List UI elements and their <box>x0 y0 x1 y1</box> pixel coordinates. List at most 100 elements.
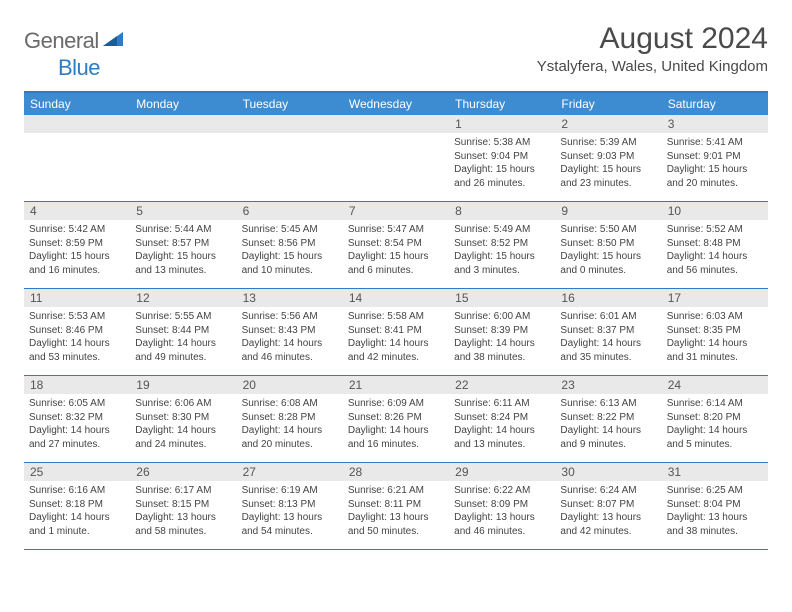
day-detail-line: and 20 minutes. <box>242 438 338 452</box>
day-detail-line: Sunrise: 6:00 AM <box>454 310 550 324</box>
day-detail-line: Daylight: 14 hours <box>135 337 231 351</box>
calendar-week-row: 11 Sunrise: 5:53 AMSunset: 8:46 PM Dayligh… <box>24 289 768 376</box>
day-number-empty <box>343 115 449 133</box>
calendar-day: 29 Sunrise: 6:22 AMSunset: 8:09 PMDayligh… <box>449 463 555 549</box>
day-detail-line: Sunset: 8:22 PM <box>560 411 656 425</box>
day-detail-line: Daylight: 14 hours <box>348 337 444 351</box>
day-number: 2 <box>555 115 661 133</box>
day-detail-line: Daylight: 15 hours <box>29 250 125 264</box>
page-title: August 2024 <box>537 22 768 56</box>
day-number: 27 <box>237 463 343 481</box>
day-detail-line: and 9 minutes. <box>560 438 656 452</box>
calendar-day: 13Sunrise: 5:56 AMSunset: 8:43 PMDayligh… <box>237 289 343 375</box>
day-number: 6 <box>237 202 343 220</box>
day-detail-line: and 38 minutes. <box>454 351 550 365</box>
calendar-day: 11Sunrise: 5:53 AMSunset: 8:46 PMDayligh… <box>24 289 130 375</box>
day-detail-line: Daylight: 13 hours <box>560 511 656 525</box>
day-detail-line: Daylight: 14 hours <box>454 424 550 438</box>
day-number: 9 <box>555 202 661 220</box>
day-detail-line: Sunset: 8:07 PM <box>560 498 656 512</box>
day-detail-line: and 26 minutes. <box>454 177 550 191</box>
day-detail-line: Sunset: 8:32 PM <box>29 411 125 425</box>
calendar-day: 15Sunrise: 6:00 AMSunset: 8:39 PMDayligh… <box>449 289 555 375</box>
day-detail-line: Sunrise: 5:49 AM <box>454 223 550 237</box>
day-detail-line: Sunset: 8:46 PM <box>29 324 125 338</box>
day-detail-line: Sunrise: 6:09 AM <box>348 397 444 411</box>
day-detail-line: Sunrise: 6:06 AM <box>135 397 231 411</box>
day-number-empty <box>24 115 130 133</box>
calendar-day-empty <box>237 115 343 201</box>
calendar-day-empty <box>24 115 130 201</box>
logo-text-general: General <box>24 28 99 54</box>
calendar-day: 5Sunrise: 5:44 AMSunset: 8:57 PMDaylight… <box>130 202 236 288</box>
day-detail-line: and 6 minutes. <box>348 264 444 278</box>
day-detail-line: Sunrise: 6:24 AM <box>560 484 656 498</box>
day-detail-line: Daylight: 14 hours <box>29 424 125 438</box>
day-detail-line: Daylight: 13 hours <box>135 511 231 525</box>
day-detail-line: Daylight: 15 hours <box>348 250 444 264</box>
calendar-day: 30Sunrise: 6:24 AMSunset: 8:07 PMDayligh… <box>555 463 661 549</box>
day-detail-line: Sunset: 8:50 PM <box>560 237 656 251</box>
day-detail-line: Sunrise: 6:22 AM <box>454 484 550 498</box>
day-detail-line: and 42 minutes. <box>348 351 444 365</box>
weekday-header: Wednesday <box>343 93 449 115</box>
day-number: 5 <box>130 202 236 220</box>
day-detail-line: Sunrise: 6:01 AM <box>560 310 656 324</box>
calendar-weeks: 1Sunrise: 5:38 AMSunset: 9:04 PMDaylight… <box>24 115 768 550</box>
day-detail-line: and 3 minutes. <box>454 264 550 278</box>
day-number: 24 <box>662 376 768 394</box>
day-detail-line: Sunrise: 6:17 AM <box>135 484 231 498</box>
day-detail-line: Sunset: 8:09 PM <box>454 498 550 512</box>
day-detail-line: Daylight: 14 hours <box>135 424 231 438</box>
logo: General <box>24 22 127 54</box>
day-detail-line: and 16 minutes. <box>29 264 125 278</box>
weekday-header: Tuesday <box>237 93 343 115</box>
weekday-header: Sunday <box>24 93 130 115</box>
day-detail-line: Daylight: 14 hours <box>560 424 656 438</box>
weekday-header: Friday <box>555 93 661 115</box>
day-detail-line: Sunrise: 5:56 AM <box>242 310 338 324</box>
day-detail-line: Sunrise: 5:38 AM <box>454 136 550 150</box>
day-detail-line: and 58 minutes. <box>135 525 231 539</box>
day-detail-line: Sunrise: 6:03 AM <box>667 310 763 324</box>
day-number: 11 <box>24 289 130 307</box>
day-detail-line: Sunrise: 6:13 AM <box>560 397 656 411</box>
day-detail-line: Sunrise: 5:53 AM <box>29 310 125 324</box>
calendar-day: 18Sunrise: 6:05 AMSunset: 8:32 PMDayligh… <box>24 376 130 462</box>
day-detail-line: and 0 minutes. <box>560 264 656 278</box>
calendar-day: 7Sunrise: 5:47 AMSunset: 8:54 PMDaylight… <box>343 202 449 288</box>
calendar-day: 28Sunrise: 6:21 AMSunset: 8:11 PMDayligh… <box>343 463 449 549</box>
day-detail-line: and 42 minutes. <box>560 525 656 539</box>
day-detail-line: Sunset: 8:15 PM <box>135 498 231 512</box>
day-detail-line: Sunrise: 5:55 AM <box>135 310 231 324</box>
weekday-header-row: SundayMondayTuesdayWednesdayThursdayFrid… <box>24 93 768 115</box>
calendar-week-row: 4Sunrise: 5:42 AMSunset: 8:59 PMDaylight… <box>24 202 768 289</box>
day-detail-line: Sunset: 8:04 PM <box>667 498 763 512</box>
day-detail-line: Daylight: 14 hours <box>242 337 338 351</box>
day-detail-line: Daylight: 13 hours <box>454 511 550 525</box>
day-detail-line: Sunset: 8:13 PM <box>242 498 338 512</box>
day-number: 29 <box>449 463 555 481</box>
page-subtitle: Ystalyfera, Wales, United Kingdom <box>537 58 768 75</box>
day-detail-line: Sunrise: 6:21 AM <box>348 484 444 498</box>
day-detail-line: Sunrise: 6:16 AM <box>29 484 125 498</box>
day-number: 7 <box>343 202 449 220</box>
day-number: 3 <box>662 115 768 133</box>
day-detail-line: Sunrise: 5:39 AM <box>560 136 656 150</box>
day-detail-line: Sunset: 8:52 PM <box>454 237 550 251</box>
day-detail-line: and 31 minutes. <box>667 351 763 365</box>
day-number: 26 <box>130 463 236 481</box>
day-number: 4 <box>24 202 130 220</box>
weekday-header: Saturday <box>662 93 768 115</box>
day-detail-line: and 46 minutes. <box>454 525 550 539</box>
day-number: 25 <box>24 463 130 481</box>
day-detail-line: Sunset: 8:56 PM <box>242 237 338 251</box>
day-detail-line: Daylight: 15 hours <box>242 250 338 264</box>
day-number: 31 <box>662 463 768 481</box>
calendar-day: 27Sunrise: 6:19 AMSunset: 8:13 PMDayligh… <box>237 463 343 549</box>
day-detail-line: Sunset: 8:37 PM <box>560 324 656 338</box>
day-detail-line: and 46 minutes. <box>242 351 338 365</box>
day-detail-line: Daylight: 15 hours <box>667 163 763 177</box>
day-detail-line: Sunset: 8:44 PM <box>135 324 231 338</box>
day-detail-line: Daylight: 13 hours <box>348 511 444 525</box>
